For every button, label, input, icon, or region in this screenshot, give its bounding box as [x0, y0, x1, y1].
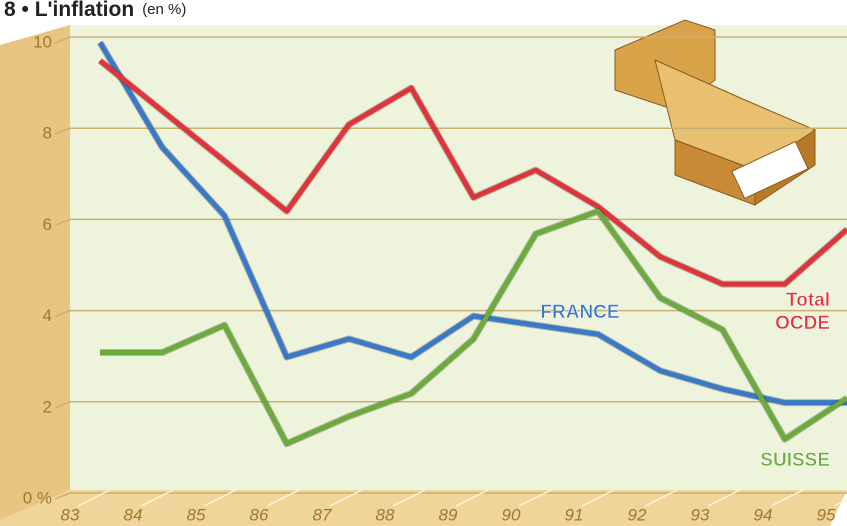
floor-line: [455, 489, 489, 507]
series-label: SUISSE: [760, 450, 830, 471]
series-label: Total OCDE: [775, 290, 830, 334]
x-tick-label: 83: [61, 505, 80, 524]
title: 8 • L'inflation: [4, 0, 134, 21]
series-label: FRANCE: [540, 302, 619, 323]
chart-title: 8 • L'inflation (en %): [4, 0, 186, 21]
x-tick-label: 91: [565, 505, 584, 524]
grid-wall: [54, 401, 71, 409]
floor-line: [392, 489, 426, 507]
floor-line: [833, 498, 847, 507]
floor-line: [770, 489, 804, 507]
series-line: [97, 41, 847, 406]
y-tick-label: 0 %: [23, 488, 52, 507]
y-tick-label: 2: [43, 397, 52, 416]
x-tick-label: 95: [817, 505, 836, 524]
x-tick-label: 88: [376, 505, 395, 524]
y-tick-label: 4: [43, 306, 52, 325]
floor-line: [707, 489, 741, 507]
grid-wall: [54, 36, 71, 44]
x-tick-label: 84: [124, 505, 143, 524]
cash-register: [614, 19, 817, 206]
plot: 0 % 2 4 6 8 10 83 84 85 86 87 88 89 90 91 92 93 94 95 FRANC…: [23, 32, 847, 524]
x-tick-label: 93: [691, 505, 710, 524]
x-tick-label: 90: [502, 505, 521, 524]
series-line: [98, 58, 847, 287]
floor-line: [140, 489, 174, 507]
y-tick-label: 8: [43, 124, 52, 143]
x-tick-label: 85: [187, 505, 206, 524]
y-tick-label: 6: [43, 215, 52, 234]
subtitle: (en %): [142, 1, 186, 18]
floor-line: [266, 489, 300, 507]
x-tick-label: 94: [754, 505, 773, 524]
x-tick-label: 87: [313, 505, 332, 524]
floor-line: [77, 489, 111, 507]
x-tick-label: 86: [250, 505, 269, 524]
grid-wall: [54, 309, 71, 318]
grid-wall: [54, 218, 71, 227]
grid-wall: [54, 127, 71, 135]
floor-line: [329, 489, 363, 507]
x-tick-label: 92: [628, 505, 647, 524]
x-tick-label: 89: [439, 505, 458, 524]
y-tick-label: 10: [33, 32, 52, 51]
plot-back: [0, 25, 847, 490]
series-line: [100, 208, 847, 447]
floor-line: [203, 489, 237, 507]
floor: [0, 490, 847, 526]
floor-line: [581, 489, 615, 507]
floor-line: [518, 489, 552, 507]
left-wall: [0, 25, 70, 520]
floor-line: [644, 489, 678, 507]
grid-wall: [54, 492, 71, 500]
